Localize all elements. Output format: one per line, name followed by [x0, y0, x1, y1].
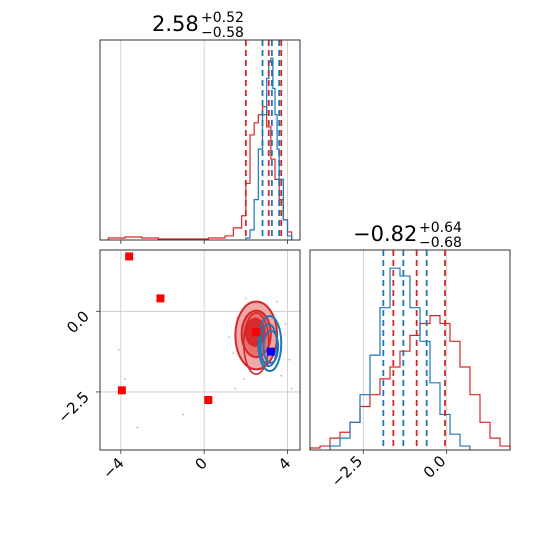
blue-contour-1: [257, 315, 283, 372]
red-contour-outline: [242, 312, 270, 375]
sample-point: [228, 336, 231, 338]
sample-point: [124, 378, 126, 380]
title-2-minus: −0.68: [419, 235, 462, 251]
sample-point: [136, 426, 139, 429]
blue-square-marker-0: [266, 347, 275, 356]
sample-point: [290, 387, 293, 390]
histogram-panel-param-2: −2.5 0.0: [309, 249, 511, 491]
title-param-1: 2.58 +0.52 −0.58: [152, 10, 244, 41]
histogram-step-blue: [329, 267, 471, 450]
red-square-marker-1: [156, 294, 165, 303]
blue-contour-2: [262, 329, 280, 364]
title-1-minus: −0.58: [201, 25, 244, 41]
sample-point: [234, 387, 237, 390]
y-tick-label-0: 0.0: [63, 307, 93, 337]
sample-point: [232, 352, 235, 355]
red-square-marker-2: [117, 386, 126, 395]
red-square-marker-4: [252, 328, 261, 337]
title-2-plus: +0.64: [419, 220, 462, 236]
sample-point: [244, 297, 247, 300]
blue-contour-0: [259, 323, 279, 368]
histogram-step-red: [107, 106, 293, 240]
panel-frame: [309, 249, 511, 451]
histogram-panel-param-1: [99, 39, 301, 244]
histogram-step-blue: [245, 57, 293, 240]
sample-point: [284, 323, 287, 326]
sample-point: [242, 378, 245, 380]
red-square-marker-3: [204, 396, 213, 404]
y-tick-label-1: −2.5: [54, 388, 92, 426]
x-tick-label-0: −4: [99, 454, 127, 482]
x-tick-label-1: 0.0: [420, 452, 450, 482]
sample-point: [280, 374, 283, 377]
sample-point: [117, 349, 120, 351]
x-tick-label-0: −2.5: [328, 452, 366, 490]
sample-point: [276, 300, 278, 303]
sample-point: [288, 358, 291, 361]
title-param-2: −0.82 +0.64 −0.68: [353, 220, 462, 251]
panel-frame: [99, 39, 301, 241]
joint-contour-panel: −4 0 4 0.0 −2.5: [54, 249, 301, 482]
sample-point: [182, 413, 185, 416]
title-2-value: −0.82: [353, 222, 417, 246]
x-tick-label-2: 4: [275, 454, 294, 473]
panel-frame: [99, 249, 301, 451]
title-1-plus: +0.52: [201, 10, 244, 26]
title-1-value: 2.58: [152, 12, 199, 36]
histogram-step-red: [309, 315, 511, 450]
red-square-marker-0: [125, 252, 134, 261]
x-tick-label-1: 0: [192, 454, 211, 473]
